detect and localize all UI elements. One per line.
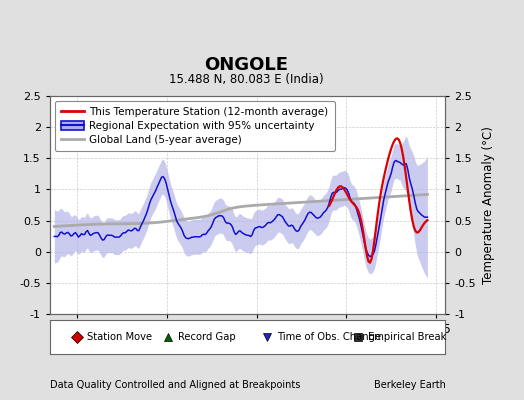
Text: Empirical Break: Empirical Break <box>368 332 446 342</box>
Text: Record Gap: Record Gap <box>178 332 236 342</box>
Legend: This Temperature Station (12-month average), Regional Expectation with 95% uncer: This Temperature Station (12-month avera… <box>55 101 335 151</box>
Text: Station Move: Station Move <box>88 332 152 342</box>
Text: 15.488 N, 80.083 E (India): 15.488 N, 80.083 E (India) <box>169 73 324 86</box>
Text: ONGOLE: ONGOLE <box>204 56 288 74</box>
Text: Berkeley Earth: Berkeley Earth <box>374 380 445 390</box>
Text: Data Quality Controlled and Aligned at Breakpoints: Data Quality Controlled and Aligned at B… <box>50 380 300 390</box>
Y-axis label: Temperature Anomaly (°C): Temperature Anomaly (°C) <box>482 126 495 284</box>
Text: Time of Obs. Change: Time of Obs. Change <box>277 332 381 342</box>
